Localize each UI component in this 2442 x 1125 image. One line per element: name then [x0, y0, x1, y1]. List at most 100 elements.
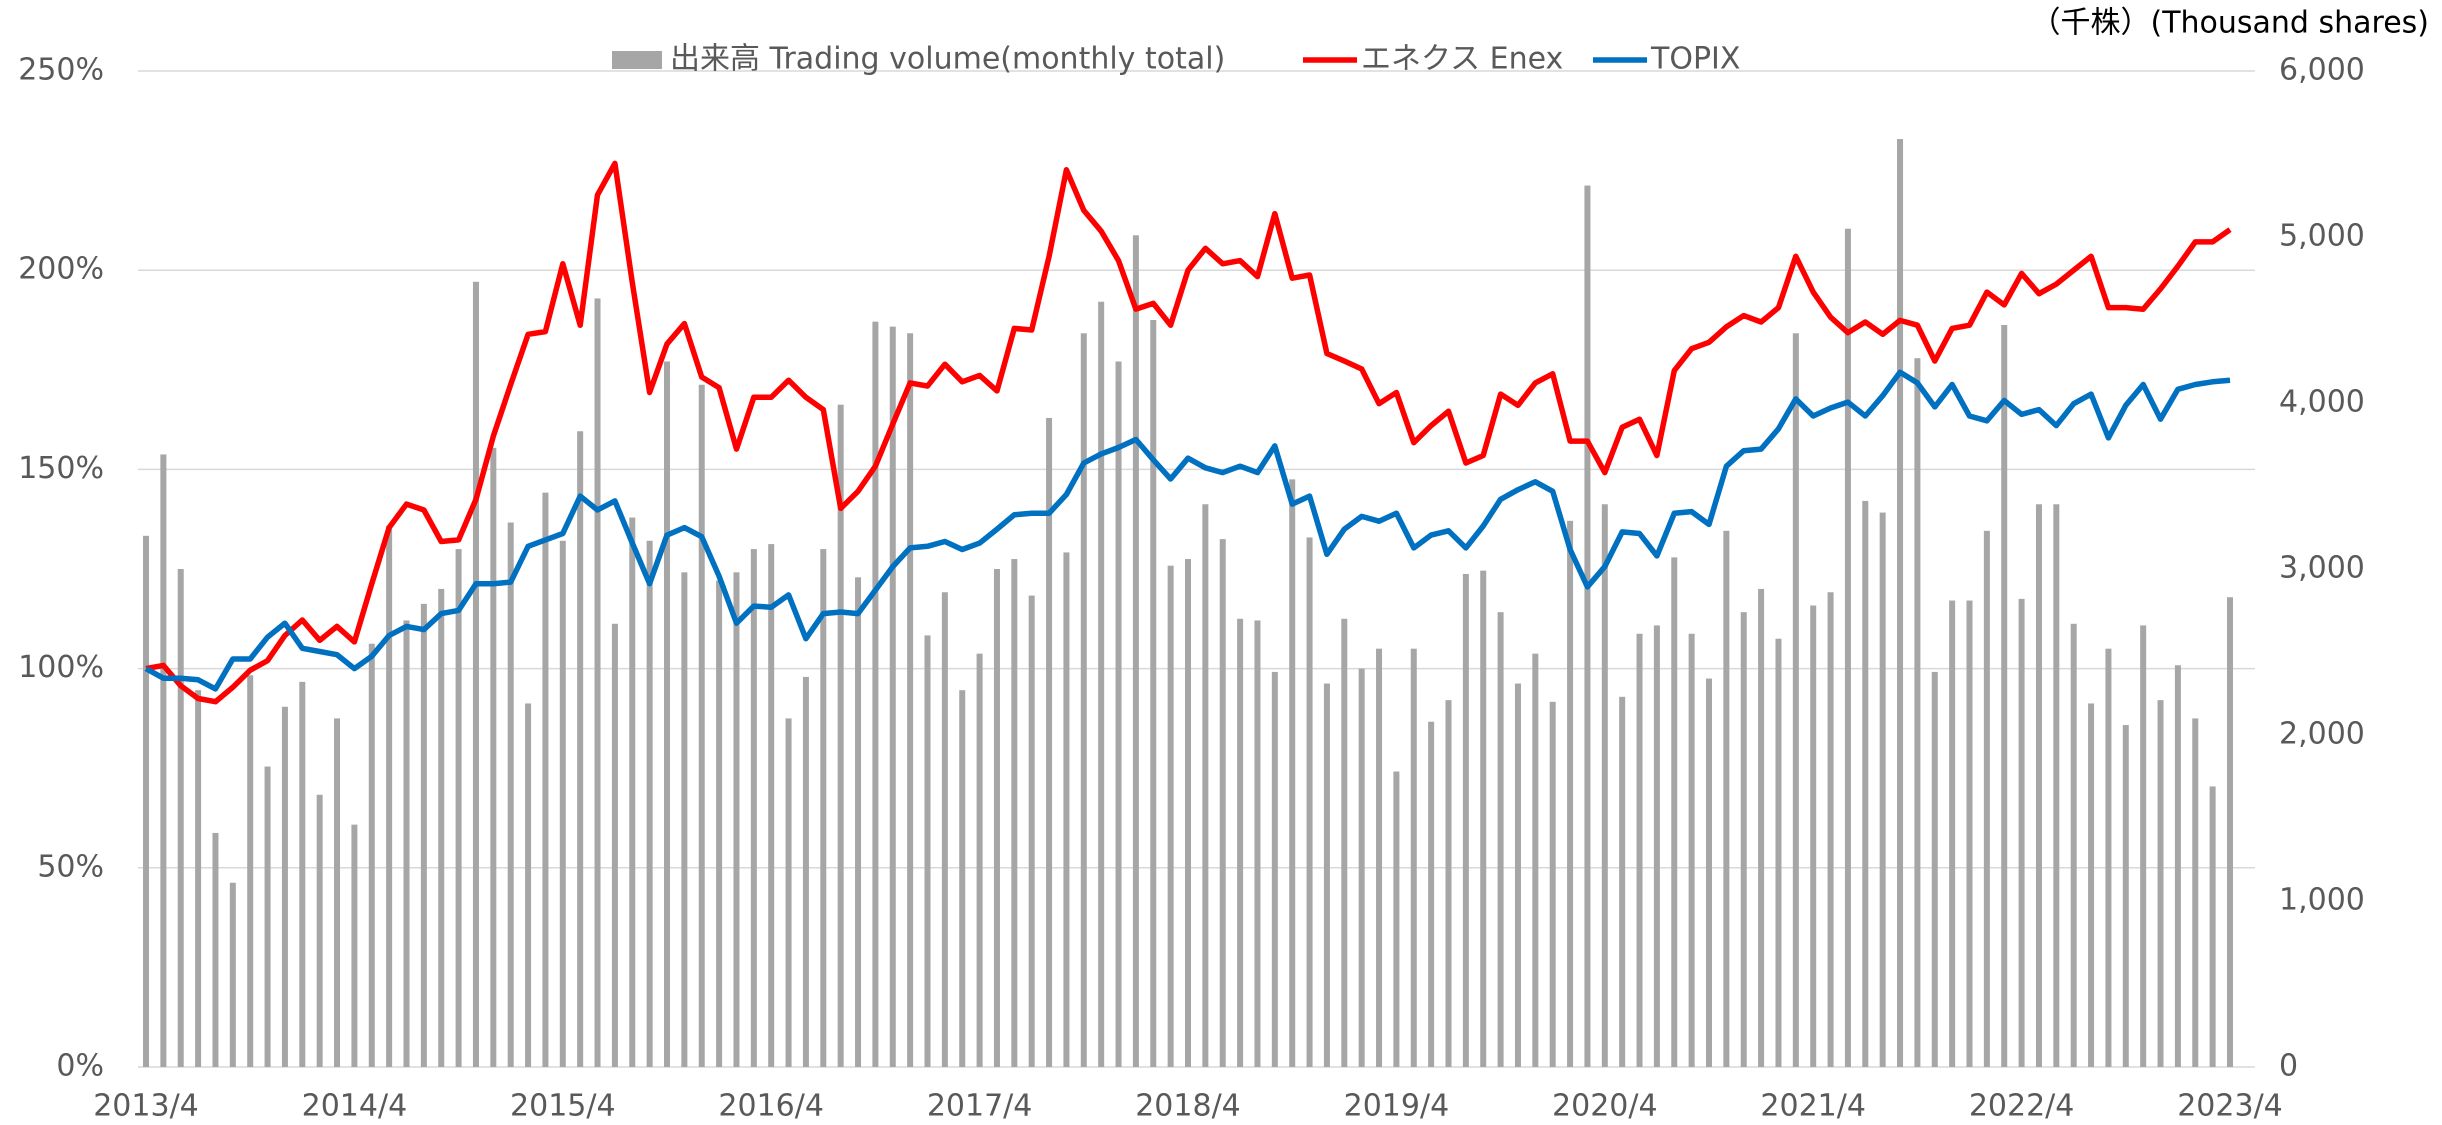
bar [472, 281, 479, 1067]
bar [368, 643, 375, 1067]
bar [2140, 625, 2147, 1067]
bar [802, 676, 809, 1067]
bar [1983, 530, 1990, 1067]
bar [1462, 573, 1469, 1067]
bar [229, 882, 236, 1067]
bar [837, 404, 844, 1067]
bar [2053, 504, 2060, 1067]
bar [1080, 333, 1087, 1067]
x-tick-label: 2018/4 [1135, 1089, 1241, 1124]
bar [889, 326, 896, 1067]
y-tick-label: 200% [18, 252, 104, 287]
bar [768, 544, 775, 1067]
bar [646, 540, 653, 1067]
bar [1254, 620, 1261, 1067]
bar [1514, 683, 1521, 1067]
bar [403, 620, 410, 1067]
bar [1723, 530, 1730, 1067]
x-tick-label: 2020/4 [1552, 1089, 1658, 1124]
bar [1428, 721, 1435, 1067]
x-tick-label: 2015/4 [510, 1089, 616, 1124]
bar [143, 535, 149, 1067]
x-tick-label: 2021/4 [1760, 1089, 1866, 1124]
bar [1150, 320, 1157, 1067]
bar [1792, 333, 1799, 1067]
bar [2227, 597, 2233, 1067]
bar [1810, 605, 1817, 1067]
line-series [144, 369, 2231, 692]
bar [160, 454, 167, 1068]
bar [1914, 358, 1921, 1067]
legend-label: TOPIX [1650, 42, 1740, 77]
bar [1132, 235, 1139, 1068]
bar [1549, 701, 1556, 1067]
bar [993, 569, 1000, 1067]
bar [334, 718, 341, 1067]
bar [1775, 638, 1782, 1067]
x-tick-label: 2022/4 [1969, 1089, 2075, 1124]
bar [455, 549, 462, 1067]
bar [1949, 600, 1956, 1067]
bar [1584, 185, 1591, 1068]
x-tick-label: 2019/4 [1344, 1089, 1450, 1124]
bar [542, 492, 549, 1067]
bar [2018, 598, 2025, 1067]
bar [299, 681, 306, 1067]
bar [1341, 618, 1348, 1067]
y-tick-label: 100% [18, 650, 104, 685]
bar [1011, 559, 1018, 1067]
bar [1497, 612, 1504, 1067]
bar [1445, 700, 1452, 1067]
bar [264, 766, 271, 1067]
y2-axis-title: （千株）(Thousand shares) [2030, 6, 2429, 41]
bar [820, 549, 827, 1067]
bar [1306, 537, 1313, 1067]
bar [2192, 718, 2199, 1067]
bar [1098, 301, 1105, 1067]
bar [559, 540, 566, 1067]
y2-tick-label: 1,000 [2279, 883, 2365, 918]
bar [594, 298, 601, 1067]
bar [1688, 633, 1695, 1067]
bar [872, 321, 879, 1067]
bar [924, 635, 931, 1067]
bar [2122, 725, 2129, 1067]
bar [490, 447, 497, 1067]
y-tick-label: 0% [56, 1049, 104, 1084]
bar [1671, 557, 1678, 1067]
bar [525, 703, 532, 1067]
bar [2088, 703, 2095, 1067]
bar [2157, 700, 2164, 1067]
bar [1862, 500, 1869, 1067]
bar [785, 718, 792, 1067]
bar [1237, 618, 1244, 1067]
bar [1323, 683, 1330, 1067]
x-tick-label: 2023/4 [2177, 1089, 2283, 1124]
bar [855, 577, 862, 1067]
bar [698, 384, 705, 1067]
bar [611, 623, 618, 1067]
bar [2070, 623, 2077, 1067]
bar [1532, 653, 1539, 1067]
bar [1567, 520, 1574, 1067]
bar [281, 706, 288, 1067]
bar [1202, 504, 1209, 1067]
y-tick-label: 150% [18, 451, 104, 486]
bar [1966, 600, 1973, 1067]
bar [1289, 479, 1296, 1067]
bar [247, 675, 254, 1067]
legend-label: エネクス Enex [1361, 42, 1563, 77]
y-tick-label: 50% [37, 849, 104, 884]
bar [1028, 595, 1035, 1067]
bar [1740, 612, 1747, 1067]
x-tick-label: 2014/4 [302, 1089, 408, 1124]
bar [212, 832, 219, 1067]
bar [1480, 570, 1487, 1067]
bar [664, 361, 670, 1067]
bar [1185, 559, 1191, 1067]
bar [351, 824, 358, 1067]
y2-tick-label: 2,000 [2279, 717, 2365, 752]
y2-tick-label: 4,000 [2279, 385, 2365, 420]
